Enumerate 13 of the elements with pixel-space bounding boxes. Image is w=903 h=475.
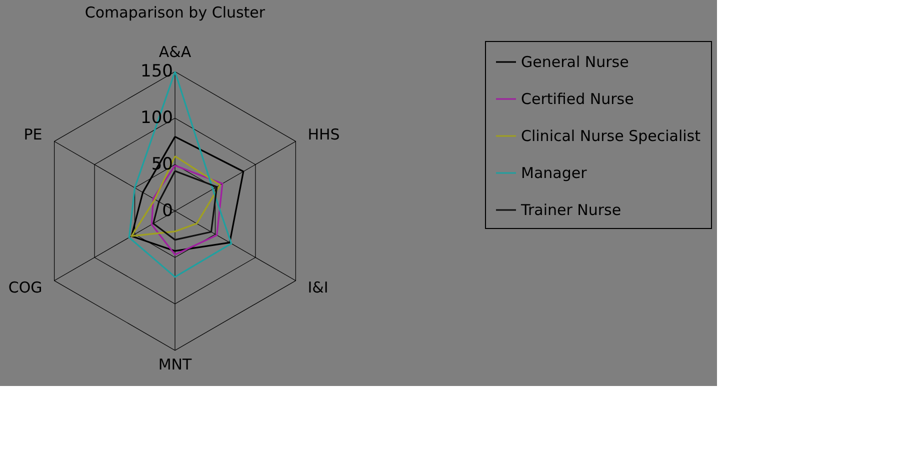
- spoke-label: I&I: [308, 278, 328, 297]
- legend-label: Clinical Nurse Specialist: [521, 127, 701, 145]
- spoke-label: MNT: [158, 355, 192, 374]
- y-tick-label: 150: [140, 62, 173, 82]
- spoke-label: A&A: [158, 43, 192, 62]
- legend-label: General Nurse: [521, 53, 629, 71]
- legend-label: Trainer Nurse: [520, 201, 622, 219]
- spoke-label: COG: [8, 278, 42, 297]
- chart-title: Comaparison by Cluster: [84, 4, 266, 22]
- legend-label: Certified Nurse: [521, 90, 634, 108]
- spoke-label: PE: [24, 125, 42, 144]
- spoke-label: HHS: [308, 125, 340, 144]
- legend-label: Manager: [521, 164, 588, 182]
